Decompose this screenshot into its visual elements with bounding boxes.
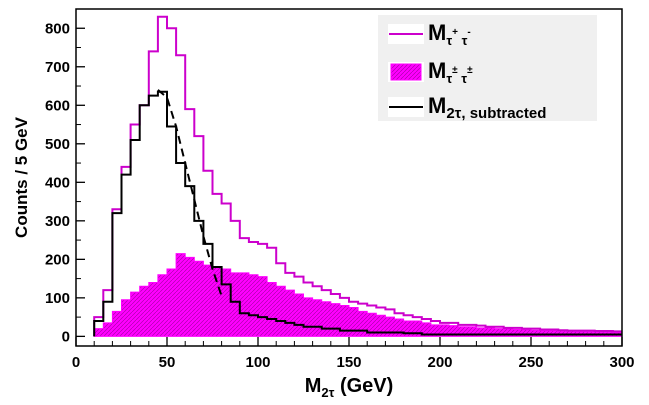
series-2-histogram — [93, 90, 622, 337]
x-tick-label: 150 — [336, 354, 361, 371]
legend-swatch-1 — [390, 63, 422, 81]
series-0-histogram — [93, 15, 622, 337]
legend-label-1: Mτ± τ± — [428, 58, 473, 86]
series-1-histogram — [93, 253, 622, 337]
y-tick-label: 300 — [45, 213, 70, 230]
x-tick-label: 0 — [72, 354, 80, 371]
x-axis-title: M2τ (GeV) — [305, 375, 394, 400]
y-tick-label: 600 — [45, 97, 70, 114]
legend-label-2: M2τ, subtracted — [428, 93, 546, 122]
y-tick-label: 400 — [45, 174, 70, 191]
x-tick-label: 100 — [245, 354, 270, 371]
y-tick-label: 500 — [45, 136, 70, 153]
x-tick-label: 200 — [427, 354, 452, 371]
legend-label-0: Mτ+ τ- — [428, 20, 471, 48]
x-tick-label: 300 — [609, 354, 634, 371]
y-tick-label: 700 — [45, 59, 70, 76]
fit-curve-dashed — [157, 89, 223, 297]
x-tick-label: 50 — [159, 354, 176, 371]
y-tick-label: 0 — [62, 328, 70, 345]
x-tick-label: 250 — [518, 354, 543, 371]
y-axis-title: Counts / 5 GeV — [12, 116, 31, 238]
y-tick-label: 100 — [45, 290, 70, 307]
y-tick-label: 800 — [45, 20, 70, 37]
y-tick-label: 200 — [45, 251, 70, 268]
